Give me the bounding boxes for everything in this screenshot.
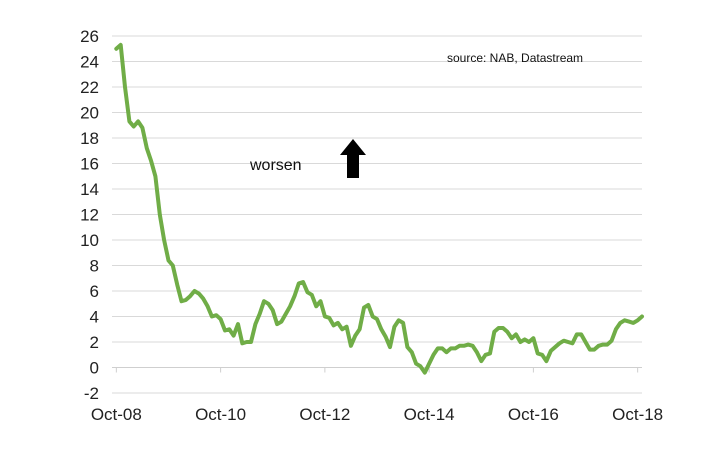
up-arrow-icon bbox=[340, 139, 366, 178]
worsen-label: worsen bbox=[249, 157, 302, 174]
x-tick-label: Oct-14 bbox=[404, 405, 455, 424]
x-axis-tick-labels: Oct-08 Oct-10 Oct-12 Oct-14 Oct-16 Oct-18 bbox=[91, 405, 663, 424]
y-tick-label: 22 bbox=[80, 78, 99, 97]
y-tick-label: 0 bbox=[90, 359, 99, 378]
y-tick-label: 26 bbox=[80, 27, 99, 46]
y-tick-label: 12 bbox=[80, 206, 99, 225]
gridlines bbox=[112, 35, 642, 394]
y-tick-label: 14 bbox=[80, 180, 99, 199]
y-tick-label: 20 bbox=[80, 104, 99, 123]
y-tick-label: 16 bbox=[80, 155, 99, 174]
y-tick-label: 10 bbox=[80, 231, 99, 250]
source-note: source: NAB, Datastream bbox=[447, 51, 583, 65]
y-tick-label: -2 bbox=[84, 384, 99, 403]
y-tick-label: 18 bbox=[80, 129, 99, 148]
x-tick-label: Oct-12 bbox=[299, 405, 350, 424]
series-line bbox=[114, 42, 644, 375]
y-tick-label: 4 bbox=[90, 308, 99, 327]
y-tick-label: 24 bbox=[80, 53, 99, 72]
series-layer bbox=[114, 42, 644, 375]
x-axis-ticks bbox=[115, 367, 639, 373]
y-tick-label: 2 bbox=[90, 333, 99, 352]
x-tick-label: Oct-10 bbox=[195, 405, 246, 424]
y-tick-label: 6 bbox=[90, 282, 99, 301]
y-tick-label: 8 bbox=[90, 257, 99, 276]
x-tick-label: Oct-08 bbox=[91, 405, 142, 424]
x-tick-label: Oct-18 bbox=[612, 405, 663, 424]
x-tick-label: Oct-16 bbox=[508, 405, 559, 424]
